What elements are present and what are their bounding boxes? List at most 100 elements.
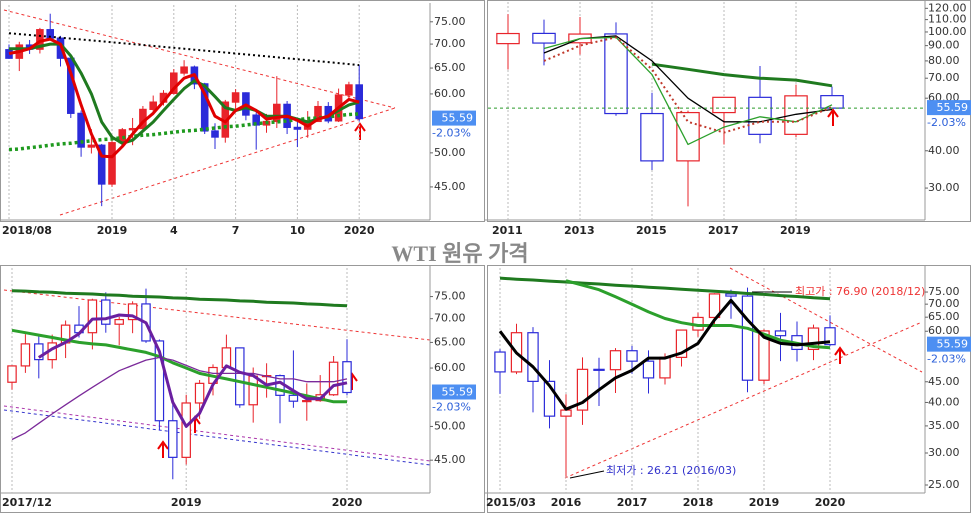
ma-line <box>8 112 360 152</box>
x-tick-label: 10 <box>290 224 306 237</box>
x-tick-label: 2020 <box>332 496 363 509</box>
candle-body <box>642 360 655 379</box>
ma-line <box>651 62 833 88</box>
candle-body <box>640 112 664 162</box>
y-tick-label: 70.00 <box>928 71 960 84</box>
candle-body <box>235 347 245 406</box>
candle-body <box>181 402 191 458</box>
ma-line <box>8 32 360 67</box>
y-tick-label: 40.00 <box>928 395 960 408</box>
candle-body <box>593 368 605 371</box>
candle-body <box>231 92 240 103</box>
price-label: 55.59 <box>937 101 969 114</box>
candle-body <box>77 112 85 148</box>
change-label: -2.03% <box>927 353 966 366</box>
price-box <box>927 336 971 352</box>
candle-body <box>288 394 299 402</box>
y-tick-label: 75.00 <box>434 290 466 303</box>
candle-body <box>725 293 737 297</box>
candle-body <box>676 111 700 162</box>
trend-lines <box>3 9 923 479</box>
price-box <box>927 100 971 116</box>
y-tick-label: 65.00 <box>434 61 466 74</box>
y-tick-label: 45.00 <box>434 180 466 193</box>
candle-body <box>154 340 165 422</box>
x-tick-label: 2011 <box>492 224 523 237</box>
candle-body <box>7 365 17 383</box>
candle-body <box>273 103 281 123</box>
y-tick-label: 75.00 <box>434 15 466 28</box>
y-tick-label: 25.00 <box>928 478 960 491</box>
candle-body <box>127 303 138 321</box>
y-tick-label: 75.00 <box>928 285 960 298</box>
y-tick-label: 70.00 <box>434 37 466 50</box>
trend-line <box>59 107 396 216</box>
price-label: 55.59 <box>937 338 969 351</box>
candle-body <box>180 66 188 74</box>
x-tick-label: 2016 <box>551 496 582 509</box>
candle-body <box>345 84 353 96</box>
ma-line <box>11 289 348 308</box>
y-tick-label: 40.00 <box>928 144 960 157</box>
candle-body <box>532 32 556 44</box>
candle-body <box>496 32 520 45</box>
candle-body <box>87 144 96 148</box>
y-tick-label: 120.00 <box>928 1 967 14</box>
x-tick-label: 2017 <box>617 496 648 509</box>
candle-body <box>560 409 572 417</box>
candle-body <box>293 126 302 130</box>
x-tick-label: 2017/12 <box>2 496 52 509</box>
candle-body <box>211 130 219 138</box>
x-tick-label: 2018/08 <box>2 224 52 237</box>
page-title: WTI 원유 가격 <box>391 241 528 266</box>
candle-body <box>314 105 322 123</box>
y-tick-label: 45.00 <box>434 453 466 466</box>
y-tick-label: 60.00 <box>434 87 466 100</box>
candle-body <box>820 95 844 109</box>
candle-body <box>784 95 808 135</box>
x-tick-label: 2020 <box>815 496 846 509</box>
y-tick-label: 80.00 <box>928 54 960 67</box>
y-tick-label: 65.00 <box>928 310 960 323</box>
candle-body <box>758 330 770 381</box>
candle-body <box>87 299 98 334</box>
ma-line <box>11 356 348 441</box>
ma-line <box>9 42 360 145</box>
x-tick-label: 7 <box>232 224 240 237</box>
candle-body <box>108 142 116 185</box>
y-tick-label: 50.00 <box>434 419 466 432</box>
x-tick-label: 2019 <box>171 496 202 509</box>
price-label: 55.59 <box>442 385 474 398</box>
candle-body <box>302 400 312 403</box>
trend-line <box>3 9 396 109</box>
arrow <box>834 346 846 364</box>
arrow <box>157 440 169 458</box>
price-label: 55.59 <box>442 112 474 125</box>
candle-body <box>609 350 622 371</box>
candle-body <box>168 420 178 458</box>
annotation-line <box>569 470 605 479</box>
candle-body <box>248 375 258 406</box>
candle-body <box>748 96 772 135</box>
candle-body <box>824 327 836 346</box>
candle-body <box>194 382 205 404</box>
panel <box>487 265 971 513</box>
y-tick-label: 70.00 <box>928 297 960 310</box>
candle-body <box>97 144 106 185</box>
candle-body <box>604 33 628 115</box>
change-label: -2.03% <box>927 116 966 129</box>
x-tick-label: 2020 <box>344 224 375 237</box>
candle-body <box>527 332 539 382</box>
candle-body <box>659 356 671 379</box>
candle-body <box>708 293 721 319</box>
candle-body <box>576 368 589 411</box>
change-label: -2.03% <box>432 127 471 140</box>
ma-line <box>543 36 833 146</box>
plot: 25.00 30.00 35.00 40.00 45.00 60.0065.0070.00… <box>485 266 971 509</box>
y-tick-label: 35.00 <box>928 419 960 432</box>
x-tick-label: 2019 <box>780 224 811 237</box>
candle-body <box>774 330 787 337</box>
ma-line <box>8 37 360 159</box>
y-tick-label: 100.00 <box>928 25 967 38</box>
